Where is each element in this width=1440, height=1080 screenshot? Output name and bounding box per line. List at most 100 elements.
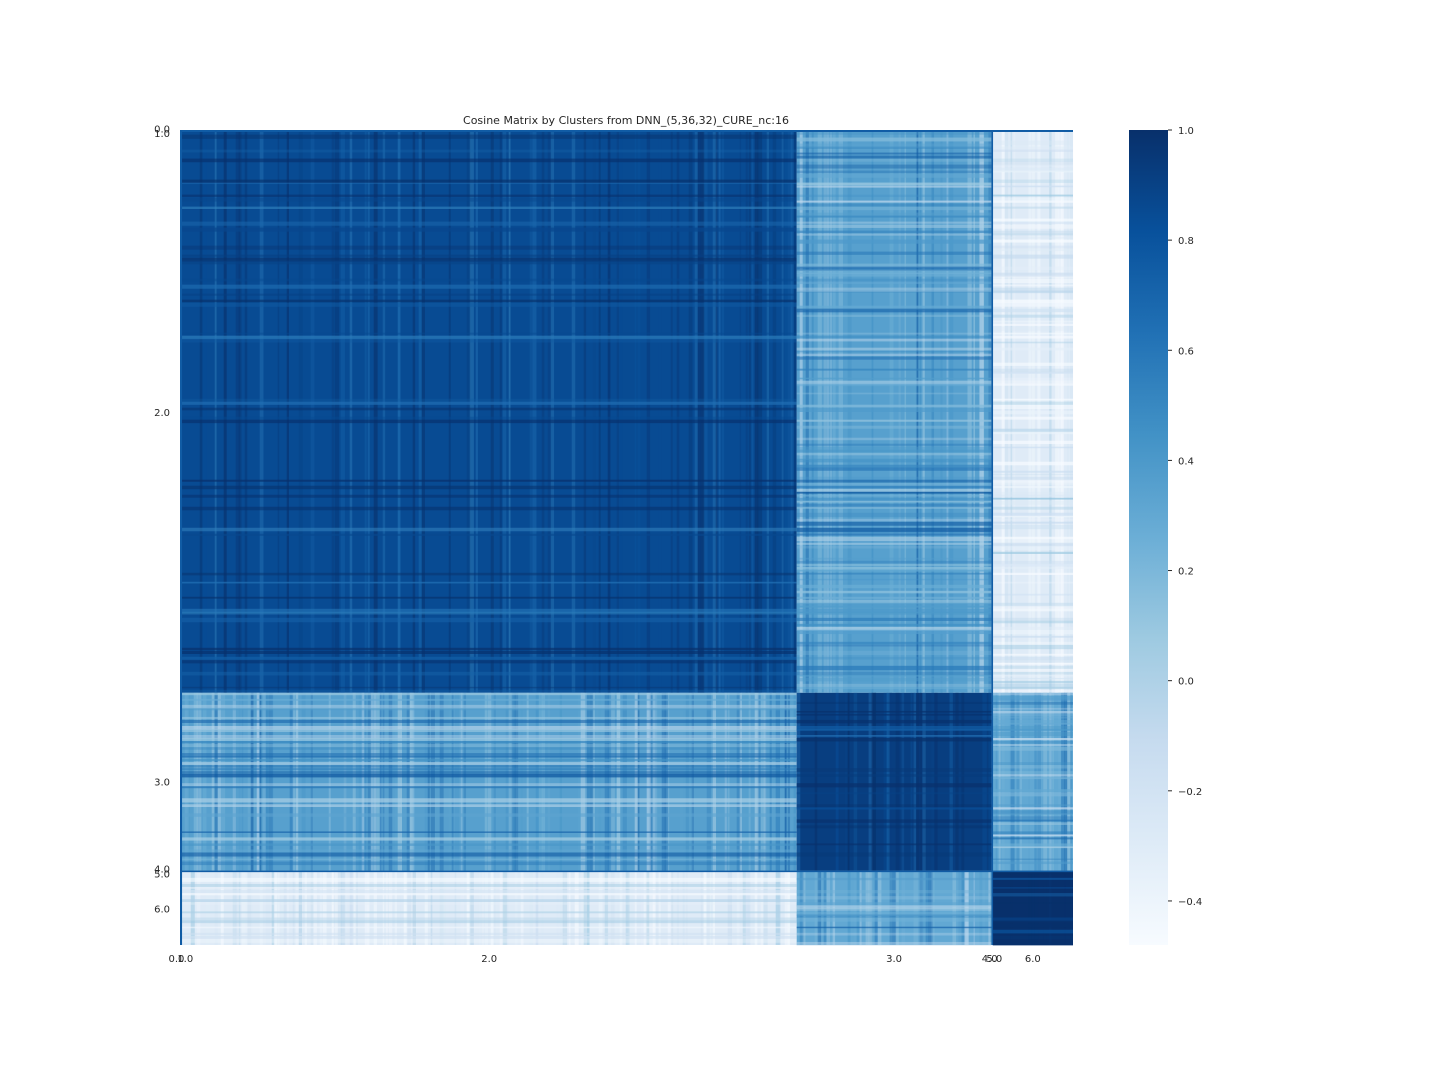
heatmap-row-streak [181, 608, 797, 613]
heatmap-column-streak [331, 871, 334, 945]
heatmap-row-streak [796, 683, 992, 687]
heatmap-column-streak [829, 131, 833, 693]
heatmap-column-streak [832, 131, 836, 693]
heatmap-column-streak [340, 871, 346, 945]
heatmap-row-streak [181, 741, 797, 744]
heatmap-row-streak [796, 404, 992, 408]
heatmap-column-streak [874, 692, 877, 871]
heatmap-row-streak [181, 813, 797, 817]
heatmap-row-streak [992, 741, 1073, 744]
heatmap-column-streak [442, 871, 446, 945]
heatmap-row-streak [181, 920, 797, 924]
colorbar-tick-label: 1.0 [1178, 126, 1194, 137]
heatmap-row-streak [992, 686, 1073, 690]
heatmap-row-streak [181, 831, 797, 833]
heatmap-column-streak [532, 131, 537, 693]
heatmap-column-streak [757, 131, 763, 693]
x-tick-label: 4.0 [982, 954, 998, 965]
heatmap-column-streak [745, 871, 750, 945]
heatmap-row-streak [181, 759, 797, 761]
heatmap-column-streak [670, 871, 674, 945]
heatmap-column-streak [703, 871, 707, 945]
heatmap-row-streak [796, 701, 992, 704]
heatmap-column-streak [946, 131, 949, 693]
heatmap-row-streak [181, 719, 797, 723]
heatmap-column-streak [760, 692, 765, 871]
heatmap-row-streak [992, 275, 1073, 278]
heatmap-column-streak [592, 131, 597, 693]
heatmap-row-streak [181, 858, 797, 861]
heatmap-row-streak [181, 533, 797, 536]
heatmap-column-streak [961, 692, 965, 871]
heatmap-row-streak [992, 221, 1073, 224]
heatmap-row-streak [181, 783, 797, 787]
heatmap-row-streak [181, 656, 797, 661]
heatmap-row-streak [796, 623, 992, 627]
heatmap-row-streak [796, 425, 992, 429]
heatmap-column-streak [394, 692, 399, 871]
heatmap-column-streak [187, 692, 190, 871]
heatmap-row-streak [181, 284, 797, 289]
heatmap-row-streak [796, 843, 992, 846]
heatmap-row-streak [796, 350, 992, 353]
heatmap-row-streak [796, 497, 992, 502]
heatmap-row-streak [992, 266, 1073, 271]
heatmap-column-streak [721, 131, 725, 693]
heatmap-column-streak [211, 692, 215, 871]
heatmap-row-streak [181, 572, 797, 576]
heatmap-row-streak [796, 738, 992, 742]
heatmap-row-streak [796, 488, 992, 493]
heatmap-row-streak [796, 611, 992, 615]
x-tick-label: 3.0 [886, 954, 902, 965]
heatmap-row-streak [992, 680, 1073, 684]
heatmap-row-streak [796, 185, 992, 188]
heatmap-row-streak [796, 890, 992, 894]
heatmap-row-streak [181, 768, 797, 771]
heatmap-column-streak [466, 131, 471, 693]
heatmap-column-streak [385, 871, 388, 945]
heatmap-row-streak [181, 158, 797, 163]
heatmap-column-streak [931, 131, 935, 693]
heatmap-row-streak [796, 650, 992, 655]
heatmap-column-streak [298, 871, 302, 945]
heatmap-row-streak [796, 203, 992, 207]
heatmap-column-streak [232, 871, 237, 945]
heatmap-column-streak [883, 692, 889, 871]
heatmap-column-streak [502, 131, 507, 693]
heatmap-column-streak [598, 871, 603, 945]
heatmap-row-streak [181, 843, 797, 846]
heatmap-column-streak [529, 871, 533, 945]
heatmap-row-streak [796, 641, 992, 645]
heatmap-row-streak [181, 689, 797, 693]
heatmap-row-streak [796, 233, 992, 236]
heatmap-row-streak [992, 893, 1073, 897]
heatmap-row-streak [992, 563, 1073, 567]
heatmap-column-streak [649, 871, 654, 945]
heatmap-column-streak [757, 692, 761, 871]
heatmap-column-streak [406, 871, 411, 945]
heatmap-row-streak [181, 753, 797, 758]
heatmap-block-6.0-3.0 [796, 871, 992, 946]
heatmap-row-streak [992, 707, 1073, 710]
heatmap-row-streak [181, 771, 797, 775]
heatmap-row-streak [992, 161, 1073, 166]
heatmap-column-streak [568, 871, 571, 945]
heatmap-column-streak [247, 871, 252, 945]
heatmap-column-streak [679, 692, 684, 871]
heatmap-row-streak [796, 819, 992, 823]
heatmap-column-streak [346, 871, 349, 945]
heatmap-column-streak [913, 131, 916, 693]
heatmap-row-streak [796, 536, 992, 542]
heatmap-column-streak [238, 692, 241, 871]
heatmap-row-streak [796, 467, 992, 471]
heatmap-column-streak [259, 131, 264, 693]
heatmap-column-streak [1070, 692, 1073, 871]
heatmap-column-streak [328, 692, 331, 871]
heatmap-column-streak [451, 692, 454, 871]
heatmap-column-streak [898, 131, 901, 693]
heatmap-column-streak [1034, 871, 1039, 945]
heatmap-row-streak [992, 620, 1073, 624]
heatmap-row-streak [992, 644, 1073, 650]
heatmap-row-streak [181, 227, 797, 232]
heatmap-column-streak [412, 131, 416, 693]
